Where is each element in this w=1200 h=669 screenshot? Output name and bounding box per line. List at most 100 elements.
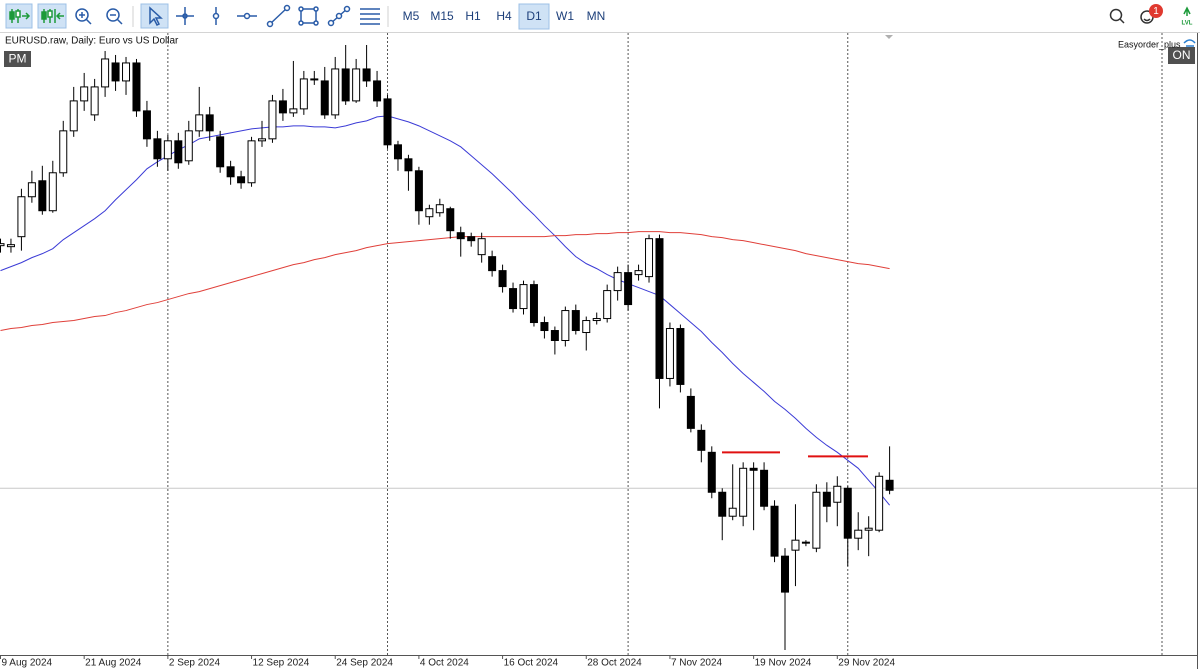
timeframe-button[interactable]: H1 <box>465 9 481 23</box>
candle-body <box>540 322 549 332</box>
candle-body <box>728 507 737 517</box>
candle-body <box>456 232 465 240</box>
candle-body <box>561 310 570 342</box>
cursor-icon <box>149 6 163 27</box>
candle-body <box>90 86 99 116</box>
toolbar <box>0 0 1200 33</box>
candle-body <box>341 68 350 102</box>
timeframe-button[interactable]: D1 <box>526 9 542 23</box>
pm-badge <box>4 51 31 67</box>
candle-body <box>69 100 78 132</box>
x-tick-label: 12 Sep 2024 <box>253 658 310 669</box>
candle-body <box>132 62 141 112</box>
candle-body <box>624 272 633 306</box>
candle-body <box>362 68 371 82</box>
candle-body <box>477 238 486 256</box>
candle-body <box>414 170 423 212</box>
candle-body <box>195 114 204 132</box>
search-button[interactable] <box>1109 8 1125 24</box>
timeframe-button[interactable]: H4 <box>496 9 512 23</box>
timeframe-button[interactable]: M5 <box>403 9 420 23</box>
candle-body <box>739 467 748 517</box>
timeframe-button[interactable]: MN <box>587 9 606 23</box>
timeframe-button[interactable]: M15 <box>430 9 454 23</box>
candle-body <box>425 208 434 218</box>
candle-body <box>320 80 329 116</box>
candle-body <box>27 182 36 198</box>
candle-body <box>864 527 873 531</box>
vertical-line-button[interactable] <box>212 7 220 25</box>
candle-body <box>38 180 47 212</box>
candle-body <box>645 238 654 278</box>
level-button[interactable] <box>1183 6 1191 16</box>
candle-body <box>435 204 444 214</box>
x-axis: 9 Aug 2024 21 Aug 2024 2 Sep 2024 12 Sep 20… <box>0 655 895 669</box>
candle-body <box>875 475 884 531</box>
candle-body <box>226 166 235 178</box>
candle-body <box>770 505 779 557</box>
candle-body <box>258 138 266 142</box>
candle-body <box>843 487 852 539</box>
candle-body <box>509 288 518 310</box>
moving-average <box>0 231 890 332</box>
fibonacci-button[interactable] <box>360 8 380 25</box>
candle-body <box>153 138 162 160</box>
candle-body <box>48 172 57 212</box>
x-tick-label: 29 Nov 2024 <box>838 658 895 669</box>
candle-body <box>237 176 246 184</box>
candle-body <box>289 108 298 114</box>
candle-body <box>854 529 863 539</box>
candle-body <box>498 270 507 288</box>
notification-count: 1 <box>1153 6 1159 17</box>
timeframe-button[interactable]: W1 <box>556 9 574 23</box>
candle-body <box>247 140 256 184</box>
chart-shift-icon <box>41 9 64 23</box>
candle-body <box>446 208 455 232</box>
candle-body <box>299 78 308 110</box>
candle-body <box>101 58 110 88</box>
candle-body <box>163 140 172 160</box>
candle-body <box>467 236 476 242</box>
candle-body <box>655 238 664 379</box>
candle-body <box>822 491 831 507</box>
timeframe-active <box>518 3 550 30</box>
candle-body <box>142 110 151 140</box>
timeframe-bar: M5 M15 H1 H4 D1 W1 MN <box>403 3 606 30</box>
candle-body <box>885 479 894 491</box>
candle-body <box>404 158 413 172</box>
candle-body <box>519 284 528 310</box>
candle-body <box>760 469 769 507</box>
candle-body <box>122 62 131 82</box>
crosshair-button[interactable] <box>176 7 194 25</box>
candle-body <box>80 86 89 102</box>
rectangle-button[interactable] <box>298 6 319 26</box>
candle-body <box>707 451 716 493</box>
on-badge <box>1168 47 1195 64</box>
candle-body <box>791 539 800 551</box>
candle-body <box>749 467 758 471</box>
candle-body <box>373 80 382 102</box>
candle-body <box>686 395 695 429</box>
candle-body <box>331 68 340 116</box>
cursor-button[interactable] <box>140 3 169 29</box>
candle-body <box>383 98 392 146</box>
candle-body <box>697 429 706 451</box>
notification-badge <box>1149 4 1163 18</box>
zoom-in-button[interactable] <box>75 8 92 25</box>
candle-body <box>111 62 120 82</box>
candle-body <box>278 100 287 114</box>
candle-body <box>205 114 214 132</box>
candle-body <box>676 328 685 385</box>
channel-button[interactable] <box>327 5 351 27</box>
candle-body <box>184 130 193 162</box>
candle-body <box>488 256 497 272</box>
horizontal-line-button[interactable] <box>237 12 257 20</box>
candle-body <box>17 196 26 238</box>
trendline-button[interactable] <box>266 4 291 28</box>
candle-body <box>310 78 319 81</box>
zoom-out-button[interactable] <box>106 8 123 25</box>
on-label: ON <box>1173 48 1191 62</box>
moving-average <box>0 115 890 506</box>
